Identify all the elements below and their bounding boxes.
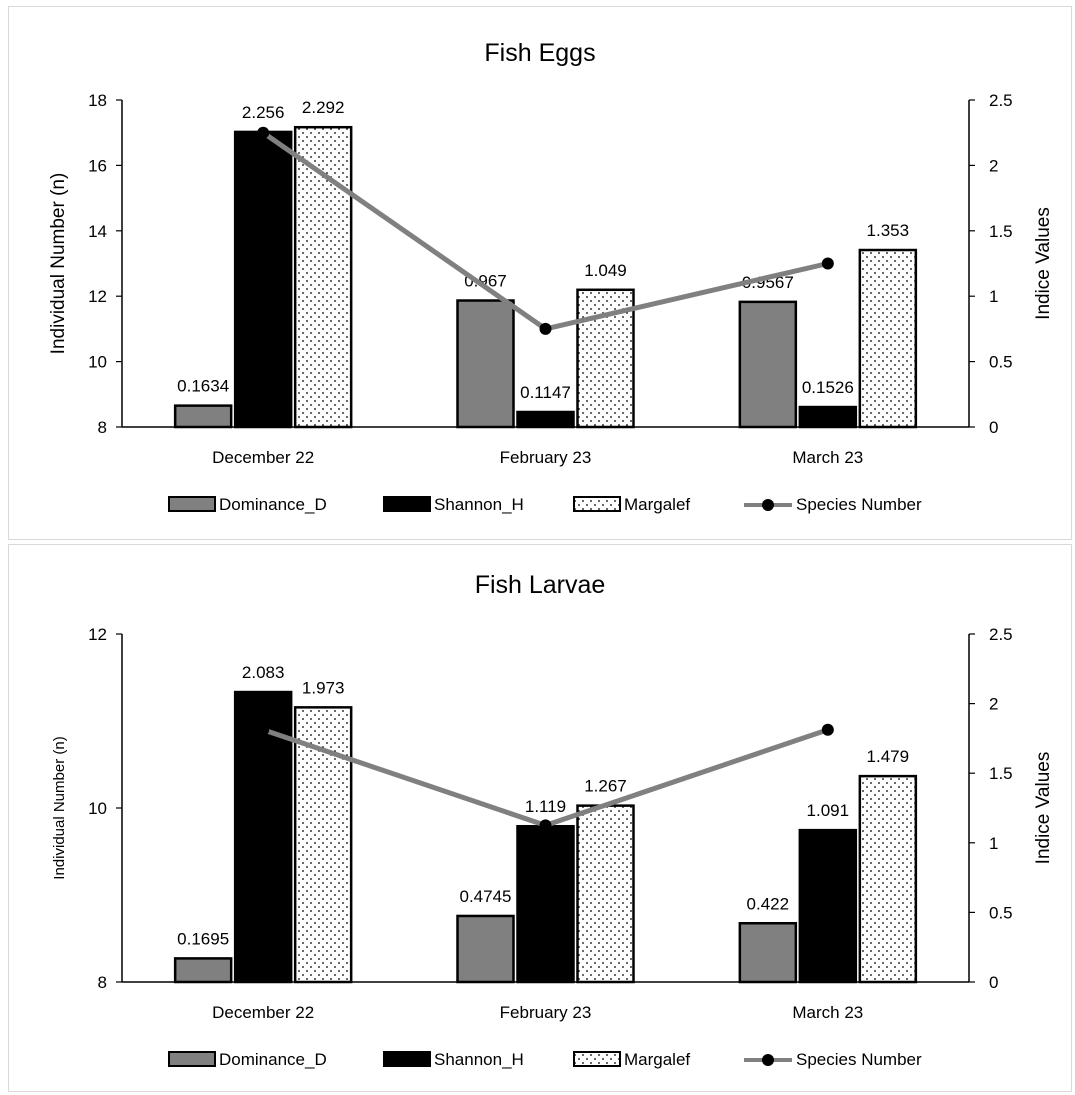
data-label: 0.1634 [177, 377, 229, 396]
species-number-point [257, 723, 270, 736]
left-tick-label: 18 [88, 91, 107, 110]
legend-swatch-margalef [573, 1051, 621, 1067]
bar-margalef [293, 706, 353, 984]
species-number-point [539, 322, 552, 335]
data-label: 0.1147 [520, 383, 571, 402]
bar-shannon-h [798, 405, 858, 429]
legend-swatch-marker [762, 1054, 774, 1066]
chart-fish-eggs: Fish Eggs 8 10 12 14 16 18 0 0.5 1 1.5 2 2.5 Individu… [48, 39, 1054, 514]
data-label: 1.049 [584, 261, 627, 280]
right-tick-label: 2.5 [989, 91, 1013, 110]
data-label: 1.479 [867, 747, 910, 766]
left-tick-label: 16 [88, 156, 107, 175]
data-label: 1.973 [302, 678, 345, 697]
bar-dominance-d [456, 299, 515, 429]
legend-label-dominance-d: Dominance_D [219, 495, 327, 514]
bar-margalef [858, 774, 918, 984]
data-label: 0.4745 [460, 887, 512, 906]
legend-label-shannon-h: Shannon_H [434, 495, 524, 514]
legend-label-species number: Species Number [796, 495, 922, 514]
left-tick-label: 14 [88, 222, 107, 241]
bar-dominance-d [173, 957, 233, 984]
data-label: 0.1695 [177, 929, 229, 948]
data-label: 1.353 [867, 221, 910, 240]
category-label: March 23 [792, 448, 863, 467]
legend-label-margalef: Margalef [624, 1050, 690, 1069]
right-tick-label: 0.5 [989, 353, 1013, 372]
right-tick-label: 1.5 [989, 764, 1013, 783]
bar-shannon-h [516, 410, 575, 429]
species-number-point [257, 126, 270, 139]
legend-label-shannon-h: Shannon_H [434, 1050, 524, 1069]
right-axis-title: Indice Values [1033, 752, 1054, 865]
legend-swatch-shannon-h [383, 496, 431, 512]
species-number-point [821, 723, 834, 736]
data-label: 1.267 [584, 777, 627, 796]
data-label: 2.256 [242, 103, 285, 122]
right-tick-label: 2.5 [989, 625, 1013, 644]
chart-title: Fish Eggs [484, 39, 595, 67]
bar-dominance-d [456, 914, 515, 984]
legend-swatch-marker [762, 499, 774, 511]
legend-label-margalef: Margalef [624, 495, 690, 514]
right-tick-label: 2 [989, 695, 998, 714]
species-number-point [539, 819, 552, 832]
category-label: March 23 [792, 1003, 863, 1022]
bar-dominance-d [738, 922, 798, 984]
data-label: 2.083 [242, 663, 285, 682]
chart-title: Fish Larvae [475, 571, 606, 599]
legend-swatch-shannon-h [383, 1051, 431, 1067]
right-axis-title: Indice Values [1033, 207, 1054, 320]
right-tick-label: 1 [989, 834, 998, 853]
data-label: 0.9567 [742, 273, 794, 292]
bar-shannon-h [798, 828, 858, 984]
bar-shannon-h [233, 690, 293, 984]
bar-dominance-d [173, 404, 233, 429]
left-axis-title: Individual Number (n) [48, 173, 69, 355]
category-label: February 23 [500, 1003, 592, 1022]
category-label: February 23 [500, 448, 592, 467]
bar-shannon-h [516, 824, 575, 984]
legend-swatch-dominance-d [168, 1051, 216, 1067]
species-number-point [821, 257, 834, 270]
bar-shannon-h [233, 130, 293, 429]
chart-fish-larvae: Fish Larvae 8 10 12 0 0.5 1 1.5 2 2.5 Individual N… [51, 571, 1054, 1069]
left-tick-label: 10 [88, 799, 107, 818]
right-tick-label: 0 [989, 418, 998, 437]
legend-swatch-dominance-d [168, 496, 216, 512]
category-label: December 22 [212, 448, 314, 467]
legend-label-species number: Species Number [796, 1050, 922, 1069]
right-tick-label: 1.5 [989, 222, 1013, 241]
right-tick-label: 1 [989, 287, 998, 306]
right-tick-label: 0 [989, 973, 998, 992]
legend-swatch-margalef [573, 496, 621, 512]
data-label: 1.091 [807, 801, 850, 820]
category-label: December 22 [212, 1003, 314, 1022]
data-label: 0.967 [464, 272, 507, 291]
bar-margalef [576, 804, 635, 984]
left-tick-label: 12 [88, 625, 107, 644]
left-tick-label: 8 [98, 973, 107, 992]
data-label: 2.292 [302, 98, 345, 117]
left-tick-label: 10 [88, 353, 107, 372]
data-label: 1.119 [525, 797, 566, 816]
bar-dominance-d [738, 300, 798, 429]
chart-panel-fish-larvae: Fish Larvae 8 10 12 0 0.5 1 1.5 2 2.5 Individual N… [8, 544, 1072, 1092]
legend-label-dominance-d: Dominance_D [219, 1050, 327, 1069]
bar-margalef [858, 248, 918, 429]
left-axis-title: Individual Number (n) [51, 736, 68, 879]
right-tick-label: 0.5 [989, 903, 1013, 922]
data-label: 0.1526 [802, 378, 854, 397]
chart-panel-fish-eggs: Fish Eggs 8 10 12 14 16 18 0 0.5 1 1.5 2 2.5 Individu… [8, 6, 1072, 540]
data-label: 0.422 [747, 894, 790, 913]
right-tick-label: 2 [989, 156, 998, 175]
left-tick-label: 8 [98, 418, 107, 437]
left-tick-label: 12 [88, 287, 107, 306]
